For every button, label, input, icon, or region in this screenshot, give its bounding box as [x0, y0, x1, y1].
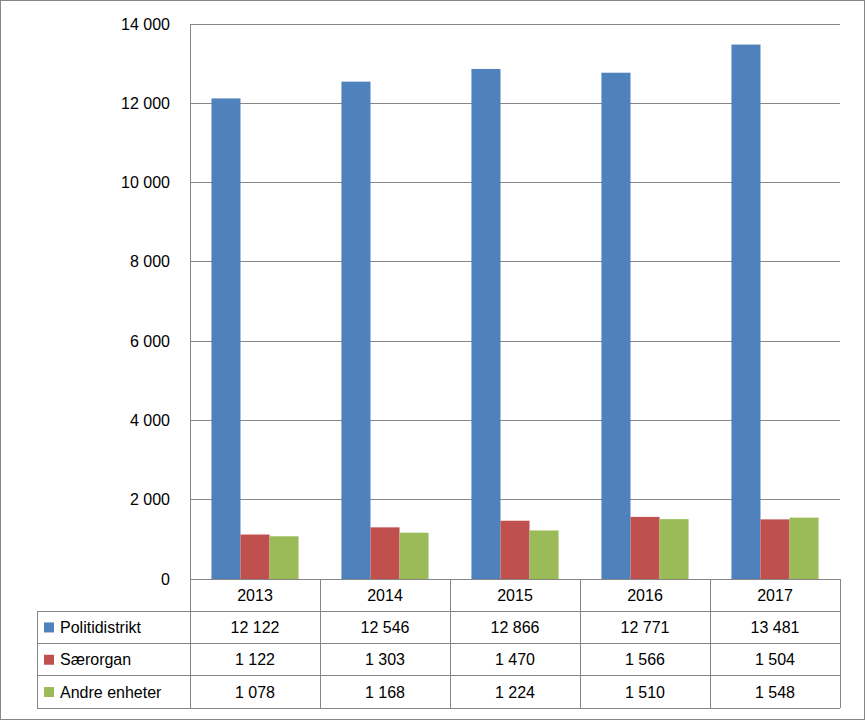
- table-value: 1 510: [625, 684, 665, 701]
- x-axis: 2013 2014 2015 2016 2017: [191, 579, 841, 604]
- table-value: 1 303: [365, 651, 405, 668]
- table-value: 1 566: [625, 651, 665, 668]
- y-tick-label: 0: [161, 571, 170, 588]
- y-tick: 2 000: [130, 491, 190, 508]
- table-line: [580, 579, 581, 708]
- table-value: 13 481: [751, 619, 800, 636]
- table-line: [450, 579, 451, 708]
- y-tick-label: 8 000: [130, 253, 170, 270]
- y-tick: 4 000: [130, 412, 190, 429]
- x-tick: 2014: [367, 579, 403, 604]
- legend-label: Andre enheter: [60, 684, 162, 701]
- table-line: [37, 643, 840, 644]
- y-tick: 0: [161, 571, 190, 588]
- table-line: [190, 579, 191, 708]
- bar: [660, 519, 689, 579]
- x-tick: 2017: [757, 579, 793, 604]
- legend-swatch: [44, 622, 54, 632]
- data-table-grid: [37, 579, 840, 708]
- bar: [790, 518, 819, 579]
- x-tick-label: 2016: [627, 587, 663, 604]
- bar: [630, 517, 659, 579]
- y-tick: 8 000: [130, 253, 190, 270]
- table-value: 12 546: [361, 619, 410, 636]
- table-value: 12 866: [491, 619, 540, 636]
- table-line: [710, 579, 711, 708]
- bar: [370, 527, 399, 579]
- legend-swatch: [44, 687, 54, 697]
- table-line: [840, 579, 841, 708]
- y-tick-label: 10 000: [121, 174, 170, 191]
- y-tick: 14 000: [121, 16, 190, 33]
- bars: [211, 45, 818, 579]
- table-line: [37, 611, 840, 612]
- chart: 0 2 000 4 000 6 000 8 000 10 000 12 000 14 000 2…: [0, 0, 865, 720]
- x-tick-label: 2017: [757, 587, 793, 604]
- x-tick: 2016: [627, 579, 663, 604]
- x-tick: 2015: [497, 579, 533, 604]
- bar: [341, 82, 370, 579]
- x-axis-line: [191, 579, 841, 580]
- y-tick: 6 000: [130, 333, 190, 350]
- y-tick: 12 000: [121, 95, 190, 112]
- legend-swatch: [44, 655, 54, 665]
- bar: [240, 535, 269, 579]
- table-line: [320, 579, 321, 708]
- chart-frame: [1, 1, 865, 720]
- bar: [471, 69, 500, 579]
- y-tick-label: 2 000: [130, 491, 170, 508]
- table-value: 12 771: [621, 619, 670, 636]
- table-line: [37, 708, 840, 709]
- table-value: 1 470: [495, 651, 535, 668]
- x-tick-label: 2013: [237, 587, 273, 604]
- x-tick-label: 2015: [497, 587, 533, 604]
- bar: [601, 73, 630, 579]
- table-value: 1 548: [755, 684, 795, 701]
- legend-label: Særorgan: [60, 651, 131, 668]
- x-tick-label: 2014: [367, 587, 403, 604]
- y-tick-label: 14 000: [121, 16, 170, 33]
- y-tick-label: 12 000: [121, 95, 170, 112]
- y-tick-label: 6 000: [130, 333, 170, 350]
- table-line: [37, 675, 840, 676]
- table-line: [37, 611, 38, 708]
- grid: [190, 24, 840, 579]
- legend-label: Politidistrikt: [60, 619, 141, 636]
- table-value: 1 224: [495, 684, 535, 701]
- bar: [500, 521, 529, 579]
- x-tick: 2013: [237, 579, 273, 604]
- y-tick: 10 000: [121, 174, 190, 191]
- table-value: 1 168: [365, 684, 405, 701]
- table-value: 12 122: [231, 619, 280, 636]
- table-value: 1 122: [235, 651, 275, 668]
- y-axis-line: [190, 25, 191, 580]
- table-value: 1 078: [235, 684, 275, 701]
- bar: [211, 98, 240, 579]
- y-axis: 0 2 000 4 000 6 000 8 000 10 000 12 000 14 000: [121, 16, 190, 588]
- bar: [731, 45, 760, 579]
- bar: [530, 530, 559, 579]
- table-value: 1 504: [755, 651, 795, 668]
- y-tick-label: 4 000: [130, 412, 170, 429]
- bar: [400, 533, 429, 579]
- bar: [270, 536, 299, 579]
- bar: [760, 519, 789, 579]
- data-table: Politidistrikt 12 122 12 546 12 866 12 771 13…: [44, 619, 800, 701]
- grid-line: [190, 24, 840, 25]
